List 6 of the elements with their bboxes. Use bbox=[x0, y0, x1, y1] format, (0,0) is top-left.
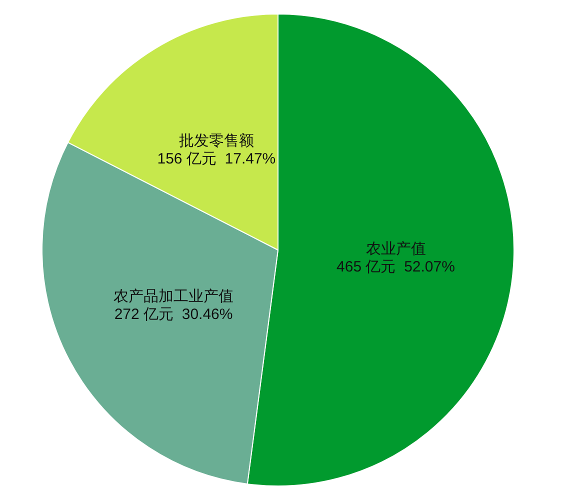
slice-label: 农产品加工业产值 bbox=[114, 288, 234, 305]
data-label: 465 亿元 52.07% bbox=[336, 258, 455, 276]
data-label: 272 亿元 30.46% bbox=[114, 306, 233, 323]
data-label: 156 亿元 17.47% bbox=[157, 150, 276, 168]
slice-label: 农业产值 bbox=[366, 240, 426, 258]
slice-label: 批发零售额 bbox=[178, 132, 254, 150]
